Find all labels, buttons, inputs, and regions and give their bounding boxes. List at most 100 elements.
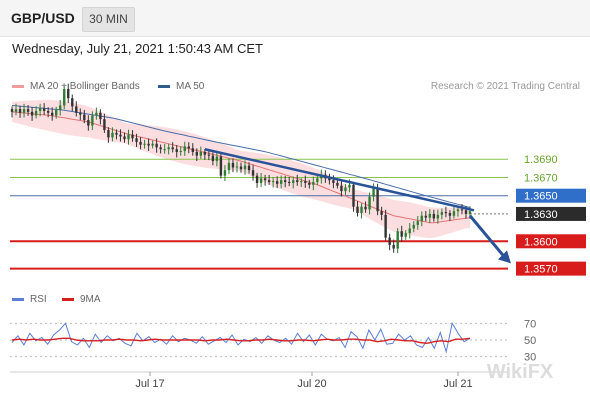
- candle-body: [288, 182, 291, 184]
- candle-body: [67, 89, 70, 99]
- candle-body: [364, 206, 367, 210]
- candle-body: [292, 180, 295, 183]
- legend-rsi: RSI: [12, 294, 47, 305]
- candle-body: [135, 138, 138, 142]
- candle-body: [10, 109, 14, 112]
- candle-body: [219, 156, 223, 176]
- candle-body: [18, 109, 22, 113]
- candle-body: [304, 181, 307, 183]
- ma9-swatch: [62, 298, 74, 301]
- rsi-series-9MA: [11, 337, 471, 345]
- candle-body: [34, 110, 38, 116]
- candle-body: [396, 231, 399, 249]
- candle-body: [328, 178, 331, 181]
- candle-body: [231, 162, 235, 168]
- candle-body: [239, 166, 243, 170]
- candle-body: [155, 143, 158, 148]
- candle-body: [392, 244, 395, 249]
- credit-text: Research © 2021 Trading Central: [430, 81, 580, 92]
- candle-body: [111, 132, 114, 138]
- symbol-title: GBP/USD: [11, 10, 75, 26]
- candle-body: [91, 115, 94, 126]
- candle-body: [79, 112, 82, 115]
- rsi-tick-50: 50: [524, 335, 536, 347]
- candle-body: [384, 214, 387, 238]
- timestamp: Wednesday, July 21, 2021 1:50:43 AM CET: [12, 41, 263, 56]
- candle-body: [123, 136, 126, 140]
- candle-body: [300, 181, 303, 183]
- candle-body: [38, 108, 42, 111]
- candle-body: [131, 134, 134, 139]
- candle-body: [271, 181, 275, 183]
- candle-body: [103, 119, 106, 131]
- candle-body: [404, 233, 407, 237]
- level-label-bg-1.3600: [516, 234, 586, 249]
- candle-body: [30, 111, 34, 116]
- forecast-arrowhead: [498, 250, 511, 264]
- candle-body: [344, 187, 347, 192]
- level-label-bg-1.3630: [516, 206, 586, 221]
- candle-body: [195, 151, 199, 156]
- candle-body: [432, 213, 436, 219]
- candle-body: [75, 106, 78, 113]
- level-label-bg-1.3570: [516, 261, 586, 276]
- candle-body: [440, 212, 444, 215]
- timeframe-button[interactable]: 30 MIN: [82, 7, 135, 32]
- candle-body: [251, 170, 255, 176]
- candle-body: [14, 109, 18, 112]
- candle-body: [191, 148, 194, 152]
- candle-body: [151, 143, 154, 146]
- candle-body: [175, 149, 178, 152]
- candle-body: [199, 151, 203, 156]
- candle-body: [143, 143, 146, 145]
- candle-body: [63, 89, 66, 106]
- candle-body: [179, 151, 182, 153]
- candle-body: [456, 209, 460, 212]
- candle-body: [380, 211, 383, 215]
- candle-body: [99, 112, 102, 120]
- level-label-1.3570: 1.3570: [524, 264, 558, 276]
- x-tick-label: Jul 17: [135, 378, 164, 390]
- candle-body: [444, 212, 448, 214]
- candle-body: [356, 206, 359, 214]
- candle-body: [255, 175, 259, 183]
- candle-body: [119, 134, 122, 137]
- rsi-tick-30: 30: [524, 352, 536, 364]
- candle-body: [159, 147, 162, 150]
- candle-body: [235, 166, 239, 168]
- candle-body: [275, 181, 279, 184]
- candle-body: [207, 154, 211, 156]
- candle-body: [59, 105, 62, 111]
- candles: [10, 83, 472, 254]
- candle-body: [279, 180, 283, 184]
- candle-body: [420, 215, 423, 222]
- level-label-1.3670: 1.3670: [524, 172, 558, 184]
- candle-body: [312, 182, 315, 185]
- rsi-swatch: [12, 298, 24, 301]
- candle-body: [452, 211, 456, 216]
- candle-body: [211, 155, 215, 162]
- candle-body: [26, 109, 30, 112]
- candle-body: [283, 180, 287, 183]
- candle-body: [243, 165, 247, 170]
- candle-body: [223, 170, 227, 176]
- candle-body: [227, 162, 231, 171]
- candle-body: [147, 143, 150, 146]
- legend-ma20-label: MA 20 + Bollinger Bands: [30, 81, 140, 92]
- candle-body: [215, 156, 219, 162]
- candle-body: [263, 178, 267, 181]
- legend-rsi-label: RSI: [30, 294, 47, 305]
- legend-9ma-label: 9MA: [80, 294, 101, 305]
- rsi-tick-70: 70: [524, 318, 536, 330]
- candle-body: [464, 210, 468, 214]
- legend-ma20: MA 20 + Bollinger Bands: [12, 81, 140, 92]
- candle-body: [50, 112, 54, 116]
- candle-body: [372, 188, 375, 197]
- candle-body: [87, 120, 90, 126]
- candle-body: [408, 228, 411, 234]
- candle-body: [22, 109, 26, 113]
- candle-body: [163, 149, 166, 151]
- candle-body: [139, 141, 142, 145]
- candle-body: [107, 130, 110, 138]
